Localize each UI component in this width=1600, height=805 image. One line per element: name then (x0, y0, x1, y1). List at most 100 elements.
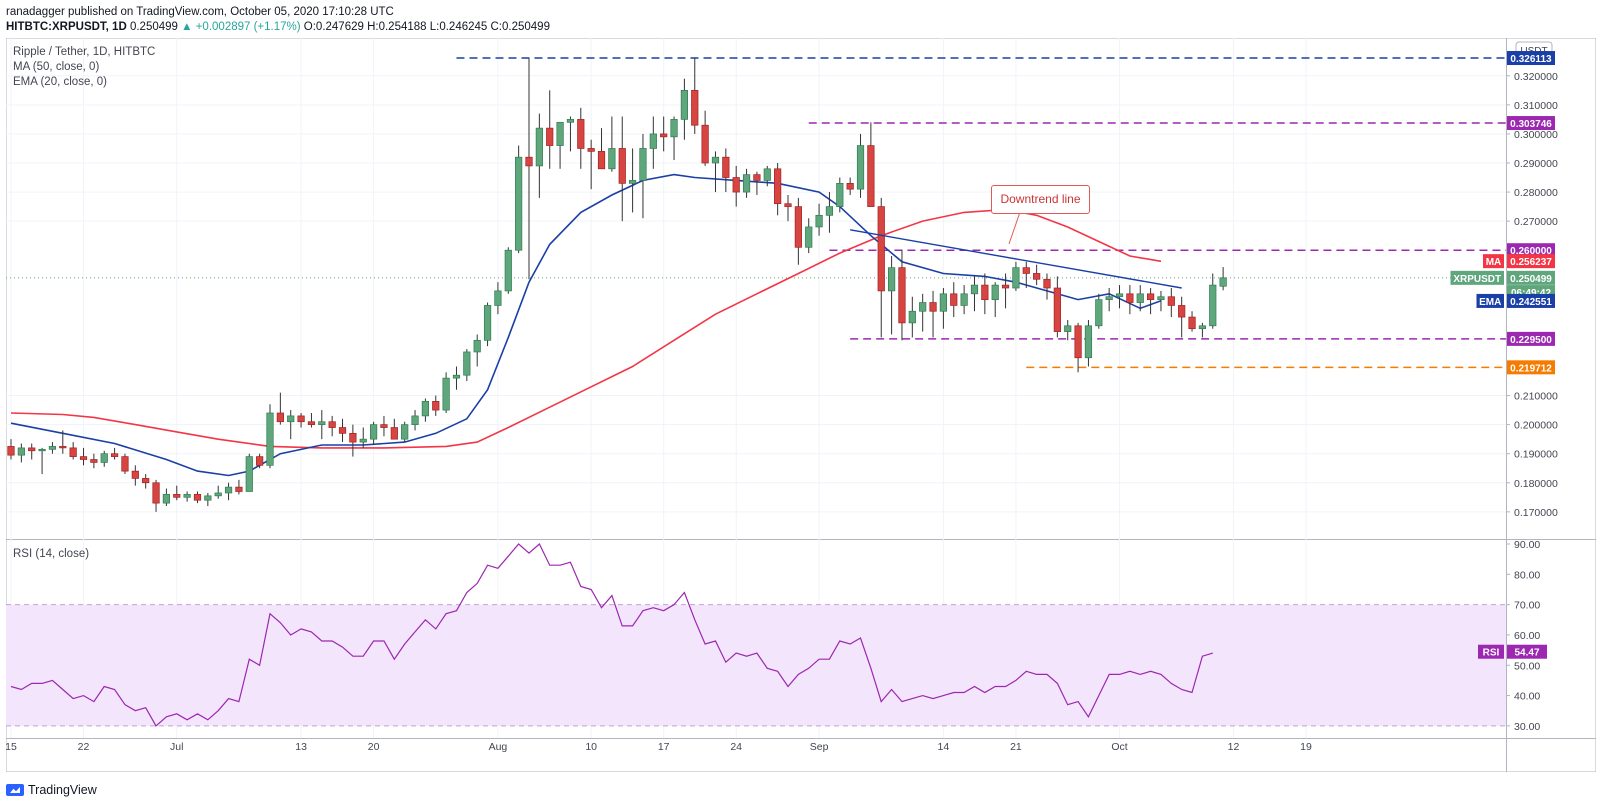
candle-body (318, 421, 326, 425)
candle-body (121, 456, 129, 472)
candle-body (815, 214, 823, 228)
price-tick-label: 0.170000 (1514, 507, 1558, 519)
candle-body (1167, 296, 1175, 306)
candle-body (1146, 293, 1155, 300)
price-axis-label-text: 0.303746 (1510, 119, 1552, 130)
candle-body (649, 133, 657, 149)
chart-canvas[interactable]: 0.170000 0.180000 0.190000 0.200000 0.210000… (5, 37, 1597, 773)
candle-body (411, 415, 419, 425)
price-tick-label: 0.200000 (1514, 420, 1558, 432)
candle-body (1136, 293, 1144, 303)
candle-body (69, 447, 77, 457)
candle-body (328, 421, 336, 428)
candle-body (100, 453, 108, 463)
time-tick-label: 15 (6, 741, 17, 753)
price-tick-label: 0.190000 (1514, 449, 1558, 461)
candle-body (1198, 325, 1207, 330)
time-tick-label: 17 (658, 741, 670, 753)
candle-body (587, 148, 595, 152)
price-axis-label-text: 0.260000 (1510, 246, 1552, 257)
candle-body (59, 446, 67, 449)
rsi-axis-label (1507, 644, 1547, 659)
candle-body (929, 302, 937, 312)
candle-body (349, 432, 357, 443)
candle-body (142, 478, 150, 484)
candle-body (1001, 284, 1010, 289)
rsi-band (6, 604, 1506, 726)
candle-body (670, 119, 678, 138)
candle-body (597, 151, 606, 170)
candle-body (1126, 293, 1134, 303)
candle-body (1219, 277, 1227, 287)
price-axis-label-text: 0.229500 (1510, 335, 1552, 346)
candle-body (908, 310, 916, 324)
candle-body (639, 148, 647, 181)
candle-body (711, 156, 720, 164)
candle-body (421, 401, 429, 417)
candle-body (1105, 296, 1113, 300)
candle-body (504, 249, 512, 292)
candle-body (1095, 299, 1103, 327)
price-axis-label (1507, 270, 1555, 285)
price-tag-label-text: EMA (1479, 297, 1501, 308)
ema20-line (10, 173, 1162, 477)
candle-body (701, 124, 709, 164)
price-tag-label (1450, 270, 1504, 285)
candle-body (110, 453, 119, 457)
downtrend-line (850, 229, 1182, 289)
candle-body (1188, 316, 1196, 330)
candle-body (380, 424, 388, 428)
candle-body (742, 174, 751, 193)
candle-body (442, 377, 450, 411)
candle-body (763, 168, 771, 181)
candle-body (370, 424, 378, 440)
candle-body (846, 182, 854, 190)
price-tag-label-text: XRPUSDT (1453, 274, 1501, 285)
candle-body (7, 446, 15, 456)
candle-body (960, 293, 968, 306)
rsi-tick-label: 50.00 (1514, 660, 1540, 672)
price-axis-label-text: 0.326113 (1510, 54, 1552, 65)
time-tick-label: 10 (585, 741, 597, 753)
price-axis-label (1507, 254, 1555, 269)
time-tick-label: 13 (295, 741, 307, 753)
candle-body (618, 148, 626, 184)
time-tick-label: 22 (78, 741, 90, 753)
time-tick-label: Jul (170, 741, 183, 753)
tradingview-footer[interactable]: TradingView (6, 780, 97, 800)
candle-body (338, 427, 347, 434)
candle-body (877, 206, 885, 292)
symbol-name: HITBTC:XRPUSDT, 1D (6, 21, 127, 33)
candle-body (1115, 293, 1124, 298)
rsi-tick-label: 90.00 (1514, 539, 1540, 551)
candle-body (825, 206, 834, 216)
candle-body (204, 495, 212, 501)
candle-body (1043, 278, 1051, 289)
candle-body (307, 421, 316, 425)
candle-body (266, 412, 274, 466)
legend-ma: MA (50, close, 0) (13, 61, 100, 73)
candle-body (525, 156, 533, 167)
candle-body (919, 302, 927, 312)
candle-body (17, 447, 25, 456)
candle-body (390, 427, 398, 440)
price-tick-label: 0.210000 (1514, 391, 1558, 403)
callout-pointer (1008, 211, 1021, 245)
candle-body (38, 448, 46, 452)
candle-body (867, 145, 875, 207)
price-axis-label (1507, 116, 1555, 131)
price-tick-label: 0.280000 (1514, 187, 1558, 199)
price-axis-label-text: 0.250499 (1510, 274, 1552, 285)
symbol-line: HITBTC:XRPUSDT, 1D 0.250499 ▲ +0.002897 … (6, 20, 550, 34)
price-axis-label-text: 0.242551 (1510, 297, 1552, 308)
candle-body (1053, 287, 1061, 332)
candle-body (1064, 325, 1072, 332)
candle-body (432, 401, 440, 411)
candle-body (939, 293, 948, 312)
rsi-axis-label-text: 54.47 (1514, 648, 1539, 659)
time-tick-label: 12 (1228, 741, 1240, 753)
rsi-tick-label: 80.00 (1514, 569, 1540, 581)
time-tick-label: Aug (489, 741, 508, 753)
candle-body (287, 415, 295, 423)
candle-body (566, 119, 575, 123)
